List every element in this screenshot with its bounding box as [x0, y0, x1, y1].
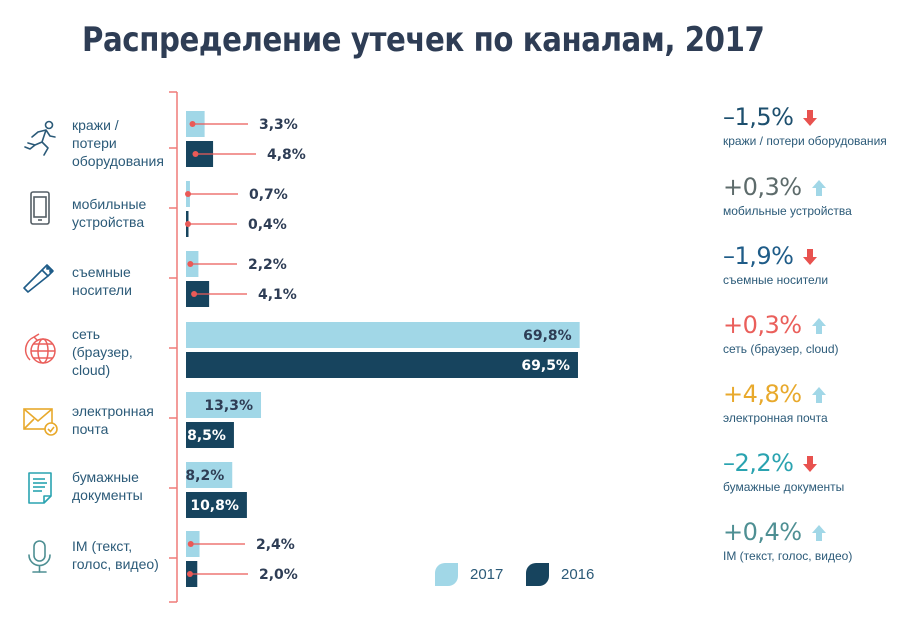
change-value: +4,8% [723, 380, 802, 408]
change-value-row: –2,2% [723, 449, 844, 478]
change-label: IM (текст, голос, видео) [723, 549, 853, 563]
change-value: –1,9% [723, 242, 794, 270]
data-label-2016: 69,5% [521, 358, 570, 374]
category-label: съемные носители [72, 264, 132, 298]
arrow-up-icon [811, 519, 826, 547]
leader-dot [189, 121, 196, 127]
globe-refresh-icon [20, 330, 60, 370]
microphone-icon [20, 537, 60, 577]
leader-dot [187, 261, 194, 267]
leader-dot [186, 571, 193, 577]
change-value: –1,5% [723, 103, 794, 131]
change-item: –1,5% кражи / потери оборудования [723, 103, 887, 148]
arrow-up-icon [811, 174, 826, 202]
arrow-down-icon [803, 104, 818, 132]
change-label: мобильные устройства [723, 204, 852, 218]
change-item: +0,3% мобильные устройства [723, 173, 852, 218]
usb-drive-icon [20, 258, 60, 298]
leader-dot [187, 541, 194, 547]
change-label: кражи / потери оборудования [723, 134, 887, 148]
leader-dot [191, 291, 198, 297]
change-value: +0,3% [723, 311, 802, 339]
change-item: –2,2% бумажные документы [723, 449, 844, 494]
category-label: бумажные документы [72, 469, 143, 503]
data-label-2017: 0,7% [249, 187, 288, 203]
change-value: +0,3% [723, 173, 802, 201]
legend-item-2017: 2017 [435, 563, 503, 586]
legend-item-2016: 2016 [526, 563, 594, 586]
change-label: сеть (браузер, cloud) [723, 342, 839, 356]
category-label: электронная почта [72, 403, 154, 437]
leader-dot [192, 151, 199, 157]
category-label: мобильные устройства [72, 196, 147, 230]
leader-dot [185, 221, 191, 227]
bar-2016 [186, 422, 234, 448]
change-item: +0,3% сеть (браузер, cloud) [723, 311, 839, 356]
bar-2017 [186, 392, 262, 418]
change-label: съемные носители [723, 273, 829, 287]
category-label: кражи / потери оборудования [72, 117, 164, 169]
data-label-2016: 2,0% [259, 567, 298, 583]
change-value-row: –1,9% [723, 242, 828, 271]
document-icon [20, 468, 60, 508]
data-label-2017: 3,3% [259, 117, 298, 133]
change-label: электронная почта [723, 411, 828, 425]
change-value-row: +0,3% [723, 173, 852, 202]
change-value: +0,4% [723, 518, 802, 546]
email-check-icon [20, 400, 60, 440]
legend-swatch-2017 [435, 563, 458, 586]
category-label: IM (текст, голос, видео) [72, 538, 159, 572]
category-label: сеть (браузер, cloud) [72, 326, 133, 378]
data-label-2017: 69,8% [523, 328, 572, 344]
running-person-icon [20, 118, 60, 158]
bar-2016 [186, 492, 247, 518]
data-label-2017: 2,4% [256, 537, 295, 553]
data-label-2016: 4,1% [258, 287, 297, 303]
change-value-row: +4,8% [723, 380, 828, 409]
data-label-2017: 13,3% [204, 398, 253, 414]
data-label-2016: 0,4% [248, 217, 287, 233]
bar-2016 [186, 352, 578, 378]
data-label-2016: 10,8% [190, 498, 239, 514]
arrow-down-icon [803, 243, 818, 271]
arrow-up-icon [811, 381, 826, 409]
arrow-up-icon [811, 312, 826, 340]
change-value-row: +0,4% [723, 518, 852, 547]
arrow-down-icon [803, 450, 818, 478]
legend-swatch-2016 [526, 563, 549, 586]
change-item: +0,4% IM (текст, голос, видео) [723, 518, 852, 563]
legend-label-2017: 2017 [470, 566, 504, 583]
bar-2017 [186, 462, 233, 488]
change-value-row: +0,3% [723, 311, 839, 340]
page-title: Распределение утечек по каналам, 2017 [82, 20, 765, 60]
data-label-2016: 4,8% [267, 147, 306, 163]
data-label-2017: 8,2% [185, 468, 224, 484]
change-item: +4,8% электронная почта [723, 380, 828, 425]
change-value-row: –1,5% [723, 103, 887, 132]
mobile-phone-icon [20, 188, 60, 228]
change-value: –2,2% [723, 449, 794, 477]
change-label: бумажные документы [723, 480, 845, 494]
legend-label-2016: 2016 [561, 566, 595, 583]
data-label-2017: 2,2% [248, 257, 287, 273]
data-label-2016: 8,5% [187, 428, 226, 444]
leader-dot [185, 191, 191, 197]
change-item: –1,9% съемные носители [723, 242, 828, 287]
bar-2017 [186, 322, 580, 348]
